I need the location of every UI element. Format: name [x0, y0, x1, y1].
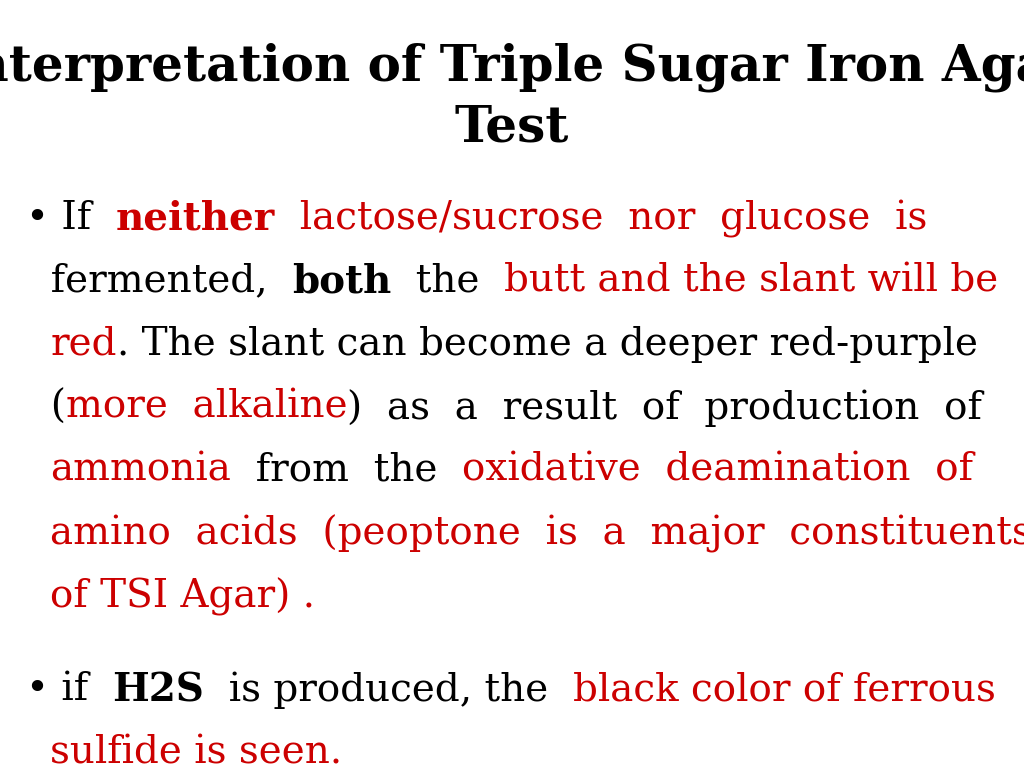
- Text: neither: neither: [116, 200, 274, 237]
- Text: • if: • if: [26, 671, 113, 708]
- Text: of TSI Agar) .: of TSI Agar) .: [50, 578, 315, 616]
- Text: fermented,: fermented,: [26, 263, 292, 300]
- Text: both: both: [292, 263, 391, 300]
- Text: butt and the slant will be: butt and the slant will be: [505, 263, 998, 300]
- Text: sulfide is seen.: sulfide is seen.: [50, 734, 342, 768]
- Text: more  alkaline: more alkaline: [66, 389, 347, 425]
- Text: is produced, the: is produced, the: [205, 671, 573, 709]
- Text: H2S: H2S: [113, 671, 205, 709]
- Text: black color of ferrous: black color of ferrous: [573, 671, 996, 708]
- Text: the: the: [391, 263, 505, 300]
- Text: amino  acids  (peoptone  is  a  major  constituents: amino acids (peoptone is a major constit…: [50, 515, 1024, 553]
- Text: oxidative  deamination  of: oxidative deamination of: [463, 452, 974, 488]
- Text: )  as  a  result  of  production  of: ) as a result of production of: [347, 389, 982, 426]
- Text: lactose/sucrose  nor  glucose  is: lactose/sucrose nor glucose is: [274, 200, 927, 237]
- Text: red: red: [50, 326, 117, 362]
- Text: from  the: from the: [231, 452, 463, 488]
- Text: • If: • If: [26, 200, 116, 237]
- Text: Interpretation of Triple Sugar Iron Agar
Test: Interpretation of Triple Sugar Iron Agar…: [0, 42, 1024, 152]
- Text: . The slant can become a deeper red-purple: . The slant can become a deeper red-purp…: [117, 326, 978, 362]
- Text: (: (: [26, 389, 66, 425]
- Text: ammonia: ammonia: [50, 452, 231, 488]
